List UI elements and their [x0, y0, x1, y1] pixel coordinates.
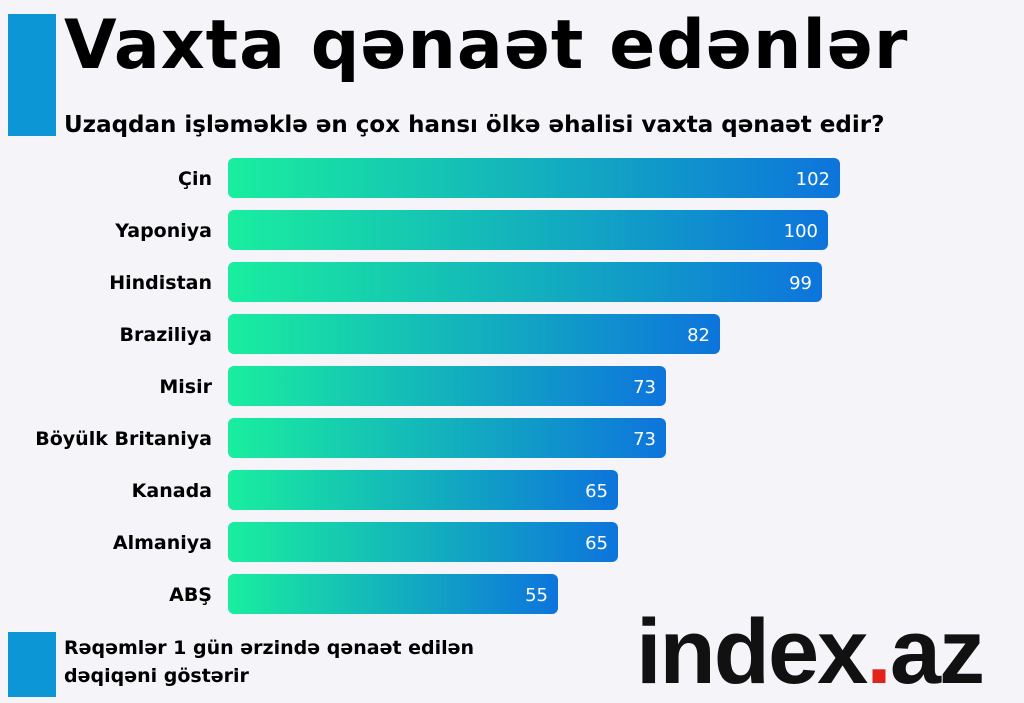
logo-dot: . — [866, 601, 892, 703]
page-subtitle: Uzaqdan işləməklə ən çox hansı ölkə əhal… — [64, 112, 885, 138]
bars-group: Çin 102 Yaponiya 100 Hindistan 99 Braziliya 82 M… — [35, 158, 840, 614]
bar-3 — [228, 314, 720, 354]
value-label: 73 — [633, 429, 656, 450]
category-label: Hindistan — [109, 272, 212, 294]
value-label: 99 — [789, 273, 812, 294]
index-az-logo: index.az — [636, 606, 985, 698]
bar-2 — [228, 262, 822, 302]
bar-5 — [228, 418, 666, 458]
bar-1 — [228, 210, 828, 250]
category-label: Yaponiya — [114, 220, 212, 242]
footnote: Rəqəmlər 1 gün ərzində qənaət edilən dəq… — [64, 637, 475, 687]
value-label: 55 — [525, 585, 548, 606]
bar-chart: Çin 102 Yaponiya 100 Hindistan 99 Braziliya 82 M… — [35, 158, 840, 614]
value-label: 73 — [633, 377, 656, 398]
category-label: Çin — [178, 168, 212, 190]
page-title: Vaxta qənaət edənlər — [64, 6, 909, 85]
accent-bar-top — [8, 14, 56, 136]
category-label: Misir — [159, 376, 212, 398]
value-label: 100 — [784, 221, 818, 242]
category-label: Kanada — [132, 480, 212, 502]
accent-bar-bottom — [8, 632, 56, 697]
bar-4 — [228, 366, 666, 406]
value-label: 65 — [585, 533, 608, 554]
category-label: Almaniya — [113, 532, 212, 554]
bar-0 — [228, 158, 840, 198]
value-label: 82 — [687, 325, 710, 346]
value-label: 65 — [585, 481, 608, 502]
logo-suffix: az — [889, 601, 985, 703]
logo-text: index — [636, 601, 868, 703]
bar-8 — [228, 574, 558, 614]
value-label: 102 — [796, 169, 830, 190]
category-label: Böyülk Britaniya — [35, 428, 212, 450]
bar-6 — [228, 470, 618, 510]
category-label: Braziliya — [120, 324, 212, 346]
bar-7 — [228, 522, 618, 562]
category-label: ABŞ — [169, 584, 212, 606]
